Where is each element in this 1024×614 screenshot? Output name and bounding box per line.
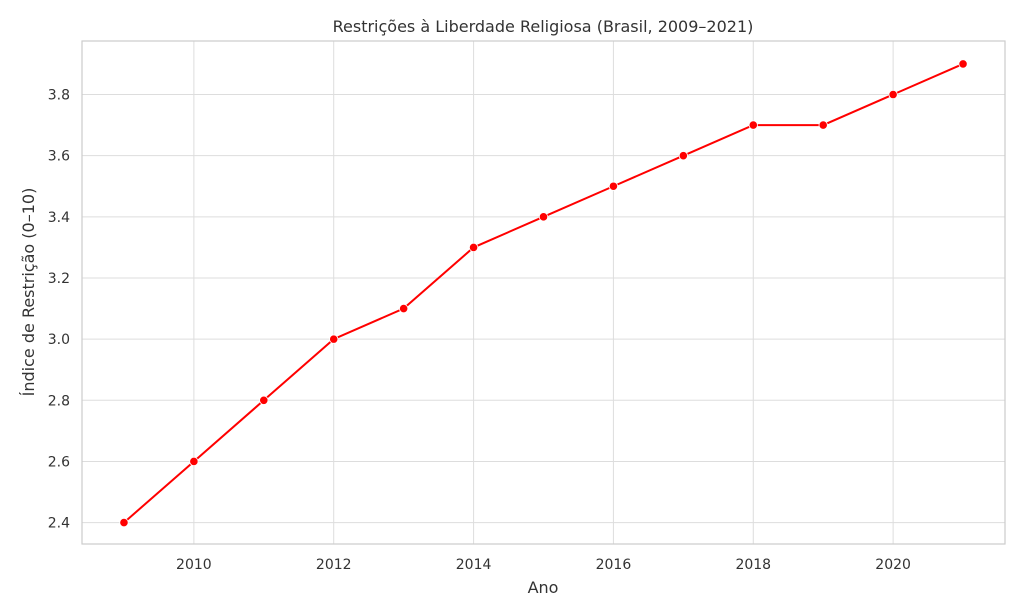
x-tick-label: 2020 <box>875 557 911 573</box>
y-tick-label: 3.0 <box>48 332 70 348</box>
data-point <box>608 181 619 191</box>
x-tick-label: 2010 <box>176 557 212 573</box>
series-layer <box>119 59 968 528</box>
data-point <box>119 517 129 528</box>
data-point <box>399 303 409 314</box>
data-point <box>748 120 758 130</box>
data-point <box>818 120 828 130</box>
y-tick-label: 3.2 <box>48 271 70 287</box>
data-point <box>958 59 968 69</box>
y-tick-label: 3.8 <box>48 88 70 104</box>
data-point <box>329 334 339 344</box>
data-point <box>888 89 898 100</box>
data-point <box>468 242 479 252</box>
x-tick-label: 2018 <box>735 557 771 573</box>
grid <box>82 41 1005 544</box>
data-point <box>538 212 549 222</box>
x-tick-labels: 2010 2012 2014 2016 2018 2020 <box>176 557 911 573</box>
chart-title: Restrições à Liberdade Religiosa (Brasil… <box>333 17 754 36</box>
y-tick-label: 3.4 <box>48 210 70 226</box>
x-tick-label: 2012 <box>316 557 352 573</box>
y-tick-label: 2.6 <box>48 454 70 470</box>
data-point <box>259 395 269 405</box>
y-tick-label: 3.6 <box>48 149 70 165</box>
x-axis-label: Ano <box>528 578 559 597</box>
y-axis-label: Índice de Restrição (0–10) <box>19 188 38 397</box>
data-point <box>189 456 199 467</box>
x-tick-label: 2016 <box>596 557 632 573</box>
y-tick-label: 2.4 <box>48 516 70 532</box>
x-tick-label: 2014 <box>456 557 492 573</box>
data-point <box>678 151 688 161</box>
y-tick-label: 2.8 <box>48 393 70 409</box>
plot-frame <box>81 40 1006 545</box>
y-tick-labels: 2.4 2.6 2.8 3.0 3.2 3.4 3.6 3.8 <box>48 88 70 532</box>
series-line <box>123 63 964 524</box>
